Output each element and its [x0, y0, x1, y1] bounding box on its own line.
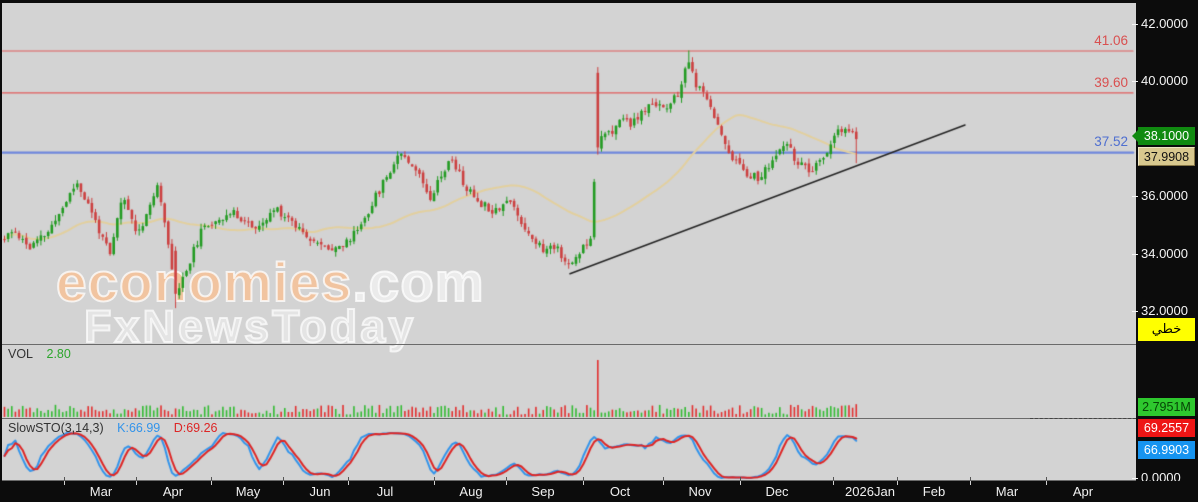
month-tick: [434, 481, 435, 485]
stochastic-k-value: K:66.99: [117, 421, 161, 435]
month-tick: [833, 481, 834, 485]
volume-axis-badge: 2.7951M: [1138, 398, 1195, 416]
time-axis-label: Apr: [162, 484, 184, 499]
month-tick: [506, 481, 507, 485]
time-axis-label: Dec: [765, 484, 789, 499]
month-tick: [583, 477, 584, 481]
stochastic-d-badge: 69.2557: [1138, 419, 1195, 437]
stochastic-k-badge: 66.9903: [1138, 441, 1195, 459]
month-tick: [434, 477, 435, 481]
volume-value: 2.80: [46, 347, 71, 361]
month-tick: [970, 481, 971, 485]
left-border: [0, 0, 2, 481]
month-tick: [348, 481, 349, 485]
time-axis-label: Mar: [89, 484, 113, 499]
time-axis-label: May: [235, 484, 261, 499]
scale-type-badge[interactable]: خطي: [1138, 318, 1195, 341]
month-tick: [740, 481, 741, 485]
time-axis-label: Apr: [1072, 484, 1094, 499]
time-axis-label: Aug: [459, 484, 483, 499]
month-tick: [211, 481, 212, 485]
time-axis-label: Nov: [688, 484, 712, 499]
month-tick: [136, 481, 137, 485]
stochastic-d-value: D:69.26: [173, 421, 218, 435]
pane-divider[interactable]: [2, 418, 1136, 419]
month-tick: [211, 477, 212, 481]
month-tick: [897, 477, 898, 481]
month-tick: [663, 481, 664, 485]
last-price-badge: 38.1000: [1132, 127, 1195, 145]
month-tick: [64, 477, 65, 481]
month-tick: [740, 477, 741, 481]
month-tick: [897, 481, 898, 485]
month-tick: [833, 477, 834, 481]
volume-pane-label: VOL 2.80: [8, 347, 71, 361]
time-axis-label: Oct: [609, 484, 631, 499]
top-border: [0, 0, 1198, 3]
time-axis-label: Mar: [995, 484, 1019, 499]
volume-title: VOL: [8, 347, 34, 361]
month-tick: [348, 477, 349, 481]
resistance-level-label: 39.60: [1094, 75, 1128, 90]
time-axis-label: Jun: [309, 484, 331, 499]
month-tick: [583, 481, 584, 485]
month-tick: [64, 481, 65, 485]
month-tick: [970, 477, 971, 481]
time-axis-label: Jul: [376, 484, 394, 499]
month-tick: [283, 481, 284, 485]
price-axis[interactable]: 38.1000 37.9908 خطي 2.7951M 69.2557 66.9…: [1132, 0, 1198, 502]
price-tick: 40.0000: [1132, 73, 1198, 89]
price-tick: 34.0000: [1132, 246, 1198, 262]
stochastic-pane-label: SlowSTO(3,14,3) K:66.99 D:69.26: [8, 421, 218, 435]
current-price-badge: 37.9908: [1138, 147, 1195, 166]
support-level-label: 37.52: [1094, 134, 1128, 149]
price-tick: 36.0000: [1132, 188, 1198, 204]
month-tick: [1046, 477, 1047, 481]
price-tick: 32.0000: [1132, 303, 1198, 319]
price-tick: 42.0000: [1132, 16, 1198, 32]
divider-dashes: [1030, 418, 1136, 419]
stochastic-title: SlowSTO(3,14,3): [8, 421, 104, 435]
month-tick: [283, 477, 284, 481]
price-arrow-icon: [1132, 130, 1138, 142]
month-tick: [663, 477, 664, 481]
time-axis[interactable]: Mar Apr May Jun Jul Aug Sep Oct Nov Dec 2026Jan Feb…: [0, 481, 1198, 502]
pane-divider: [2, 480, 1136, 481]
resistance-level-label: 41.06: [1094, 33, 1128, 48]
month-tick: [506, 477, 507, 481]
time-axis-label: Sep: [531, 484, 555, 499]
month-tick: [1046, 481, 1047, 485]
time-axis-label: Feb: [922, 484, 946, 499]
month-tick: [136, 477, 137, 481]
time-axis-label: 2026Jan: [845, 484, 895, 499]
pane-divider[interactable]: [2, 344, 1136, 345]
